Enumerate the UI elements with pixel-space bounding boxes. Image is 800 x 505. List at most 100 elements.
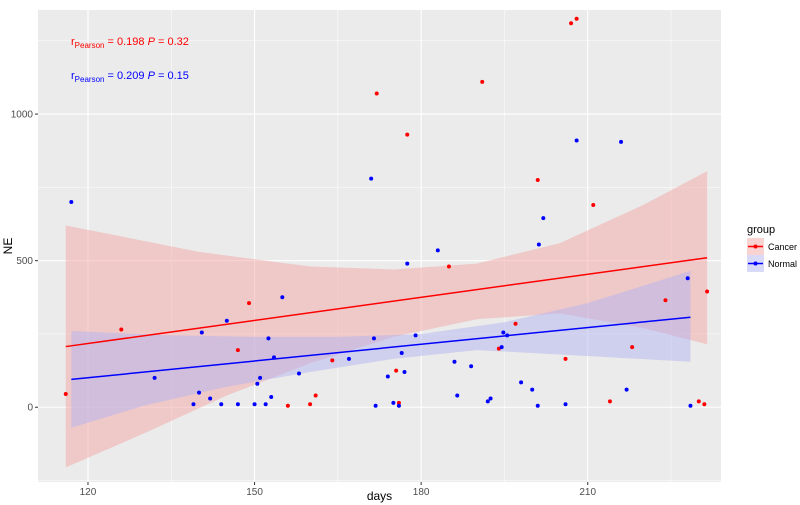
pearson-annotation-cancer: rPearson = 0.198 P = 0.32 [71,36,189,50]
normal-point [413,333,418,338]
normal-point [269,394,274,399]
annotations: rPearson = 0.198 P = 0.32 rPearson = 0.2… [71,36,189,84]
cancer-point [396,400,401,405]
cancer-point [63,392,68,397]
fit-lines [65,256,708,381]
r-value: = 0.209 [104,70,147,82]
cancer-point [308,402,313,407]
normal-point [219,402,224,407]
normal-point [501,330,506,335]
cancer-legend-dot [753,244,758,249]
normal-point [452,359,457,364]
normal-point [519,380,524,385]
normal-point [535,403,540,408]
cancer-fit-line [65,256,708,348]
cancer-legend-label: Cancer [768,242,797,252]
normal-point [235,402,240,407]
normal-legend-dot [753,261,758,266]
y-tick-label: 1000 [11,110,34,121]
normal-point [435,248,440,253]
normal-point [391,400,396,405]
r-value: = 0.198 [104,36,147,48]
normal-point [469,364,474,369]
normal-point [385,374,390,379]
cancer-confidence-band [65,171,708,468]
normal-point [371,336,376,341]
normal-point [263,402,268,407]
normal-point [399,351,404,356]
p-value: = 0.32 [155,36,189,48]
normal-point [563,402,568,407]
normal-point [488,396,493,401]
x-axis-ticks: 120 150 180 210 [80,482,597,498]
normal-legend-label: Normal [768,259,797,269]
normal-point [455,393,460,398]
r-subscript: Pearson [75,41,105,50]
normal-point [624,387,629,392]
normal-point [208,396,213,401]
normal-point [152,375,157,380]
normal-point [405,261,410,266]
cancer-point [607,399,612,404]
legend-title: group [747,224,775,236]
cancer-point [247,301,252,306]
cancer-point [513,321,518,326]
normal-point [369,176,374,181]
normal-point [499,345,504,350]
normal-point [191,402,196,407]
legend-keys: Cancer Normal [747,238,797,272]
normal-point [402,370,407,375]
pearson-annotation-normal: rPearson = 0.209 P = 0.15 [71,70,189,84]
cancer-point [702,402,707,407]
cancer-point [563,356,568,361]
cancer-point [591,202,596,207]
cancer-point [313,393,318,398]
cancer-point [480,79,485,84]
y-axis-ticks: 0 500 1000 [11,110,38,414]
normal-point [536,242,541,247]
p-value: = 0.15 [155,70,189,82]
normal-point [688,403,693,408]
normal-point [373,403,378,408]
normal-point [530,387,535,392]
normal-point [574,138,579,143]
confidence-bands [65,171,708,468]
normal-point [619,139,624,144]
y-tick-label: 0 [27,403,33,414]
cancer-point [630,345,635,350]
normal-point [271,355,276,360]
normal-confidence-band [71,270,691,428]
cancer-point [574,16,579,21]
x-tick-label: 120 [80,487,97,498]
normal-point [280,295,285,300]
normal-point [258,375,263,380]
cancer-point [535,178,540,183]
x-tick-label: 150 [246,487,263,498]
normal-point [255,381,260,386]
cancer-point [446,264,451,269]
x-tick-label: 210 [579,487,596,498]
normal-point [224,318,229,323]
x-tick-label: 180 [413,487,430,498]
data-points [63,16,710,408]
cancer-point [696,399,701,404]
normal-point [485,399,490,404]
y-tick-label: 500 [16,256,33,267]
normal-point [505,333,510,338]
cancer-point [235,348,240,353]
cancer-point [394,368,399,373]
normal-point [685,276,690,281]
cancer-point [285,403,290,408]
y-axis-title: NE [1,238,15,255]
normal-point [197,390,202,395]
r-subscript: Pearson [75,75,105,84]
cancer-point [374,91,379,96]
cancer-point [330,358,335,363]
normal-point [296,371,301,376]
normal-fit-line [71,316,691,381]
cancer-point [705,289,710,294]
r-symbol: r [71,70,75,82]
r-symbol: r [71,36,75,48]
cancer-point [663,298,668,303]
